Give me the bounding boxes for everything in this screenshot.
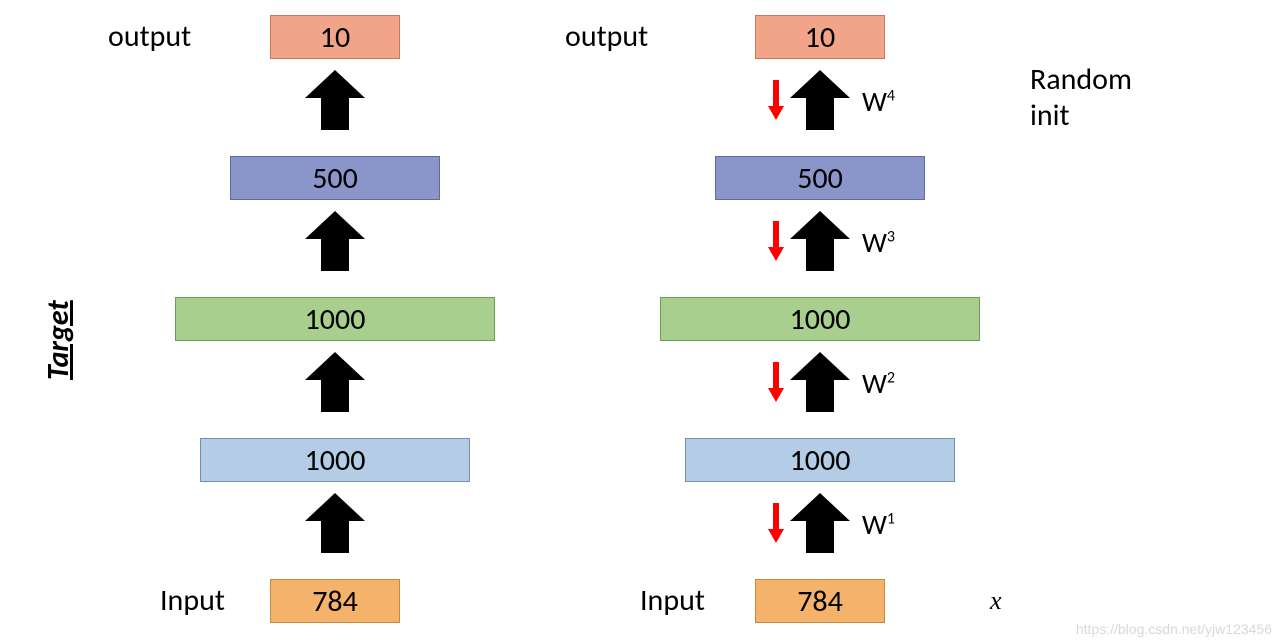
up-arrow-icon	[788, 68, 852, 132]
layer-box: 500	[230, 156, 440, 200]
layer-box: 1000	[660, 297, 980, 341]
up-arrow-icon	[303, 209, 367, 273]
up-arrow-icon	[788, 209, 852, 273]
x-label: x	[990, 586, 1002, 616]
down-arrow-icon	[768, 503, 784, 543]
up-arrow-icon	[303, 350, 367, 414]
layer-box: 500	[715, 156, 925, 200]
watermark: https://blog.csdn.net/yjw123456	[1076, 621, 1272, 637]
layer-box: 10	[755, 15, 885, 59]
weight-label: W3	[862, 225, 895, 260]
layer-box: 784	[270, 579, 400, 623]
layer-box: 10	[270, 15, 400, 59]
down-arrow-icon	[768, 80, 784, 120]
down-arrow-icon	[768, 221, 784, 261]
layer-box: 784	[755, 579, 885, 623]
target-label: Target	[40, 300, 77, 380]
input-label: Input	[640, 582, 705, 619]
up-arrow-icon	[788, 491, 852, 555]
up-arrow-icon	[788, 350, 852, 414]
input-label: Input	[160, 582, 225, 619]
down-arrow-icon	[768, 362, 784, 402]
layer-box: 1000	[175, 297, 495, 341]
weight-label: W4	[862, 84, 895, 119]
weight-label: W1	[862, 507, 895, 542]
weight-label: W2	[862, 366, 895, 401]
random-init-label: Randominit	[1030, 62, 1132, 134]
up-arrow-icon	[303, 68, 367, 132]
output-label: output	[108, 18, 191, 55]
up-arrow-icon	[303, 491, 367, 555]
output-label: output	[565, 18, 648, 55]
layer-box: 1000	[200, 438, 470, 482]
layer-box: 1000	[685, 438, 955, 482]
